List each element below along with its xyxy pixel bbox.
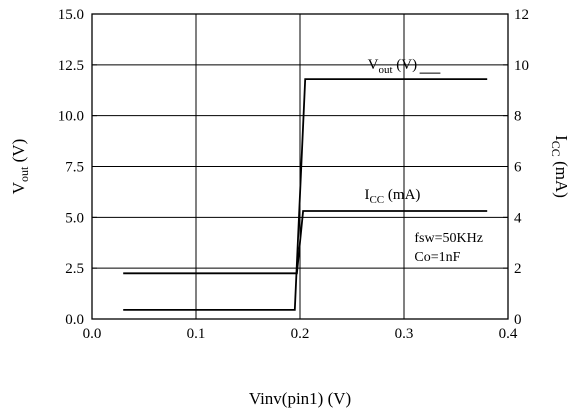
vout-label-unit: (V) [393, 57, 418, 73]
y-left-title-sub: out [17, 166, 31, 182]
icc-label-unit: (mA) [384, 187, 420, 203]
y-left-tick-label: 0.0 [65, 312, 84, 328]
y-left-axis-ticks: 0.0 2.5 5.0 7.5 10.0 12.5 15.0 [58, 7, 97, 328]
icc-series-line [123, 210, 488, 275]
x-axis-ticks: 0.0 0.1 0.2 0.3 0.4 [83, 314, 518, 342]
y-right-tick-label: 0 [514, 312, 522, 328]
y-left-axis-title: Vout (V) [9, 139, 31, 194]
icc-series-label: ICC (mA) [364, 187, 420, 206]
x-tick-label: 0.0 [83, 326, 102, 342]
y-right-tick-label: 12 [514, 7, 529, 23]
y-left-tick-label: 7.5 [65, 160, 84, 176]
vout-label-main: V [368, 57, 379, 73]
condition-fsw: fsw=50KHz [414, 231, 483, 246]
y-right-tick-label: 2 [514, 261, 522, 277]
grid [92, 14, 508, 319]
x-axis-title: Vinv(pin1) (V) [249, 389, 351, 408]
y-right-tick-label: 8 [514, 109, 522, 125]
x-tick-label: 0.4 [499, 326, 518, 342]
y-left-tick-label: 10.0 [58, 109, 84, 125]
vout-series-label: Vout (V) [368, 57, 417, 76]
y-left-title-main: V [9, 181, 28, 194]
y-left-tick-label: 12.5 [58, 58, 84, 74]
y-right-tick-label: 10 [514, 58, 529, 74]
y-left-tick-label: 5.0 [65, 210, 84, 226]
condition-co: Co=1nF [414, 250, 460, 265]
y-right-title-sub: CC [549, 141, 563, 157]
series-layer [123, 72, 488, 311]
x-tick-label: 0.2 [291, 326, 310, 342]
y-right-title-unit: (mA) [552, 157, 571, 198]
y-right-axis-ticks: 0 2 4 6 8 10 12 [503, 7, 529, 328]
y-right-axis-title: ICC (mA) [549, 135, 571, 198]
y-right-title-main: I [552, 135, 571, 141]
x-tick-label: 0.1 [187, 326, 206, 342]
icc-label-sub: CC [369, 194, 384, 206]
y-left-title-unit: (V) [9, 139, 28, 167]
vout-label-sub: out [378, 64, 392, 76]
vout-series-line [123, 78, 488, 311]
y-right-tick-label: 6 [514, 160, 522, 176]
y-left-tick-label: 2.5 [65, 261, 84, 277]
y-left-tick-label: 15.0 [58, 7, 84, 23]
y-right-tick-label: 4 [514, 210, 522, 226]
x-tick-label: 0.3 [395, 326, 414, 342]
icc-label-main: I [364, 187, 369, 203]
